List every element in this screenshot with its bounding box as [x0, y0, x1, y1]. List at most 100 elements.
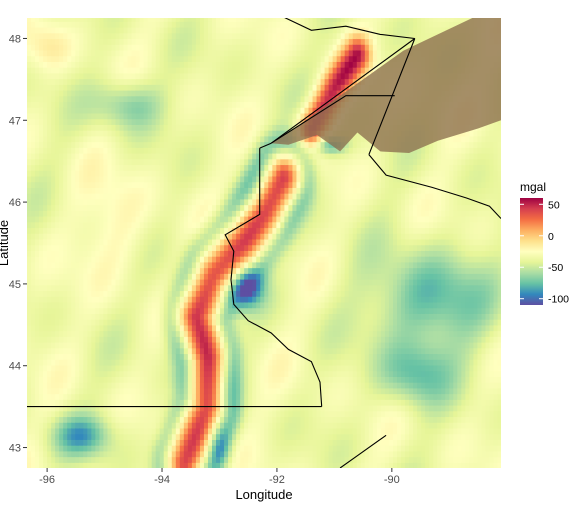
anomaly-cell	[252, 187, 257, 194]
anomaly-cell	[163, 210, 169, 217]
anomaly-cell	[71, 90, 76, 97]
anomaly-cell	[183, 141, 189, 148]
anomaly-cell	[111, 84, 117, 91]
anomaly-cell	[111, 204, 117, 211]
anomaly-cell	[135, 410, 141, 418]
anomaly-cell	[167, 273, 173, 280]
anomaly-cell	[83, 90, 88, 97]
anomaly-cell	[71, 450, 76, 458]
anomaly-cell	[264, 347, 269, 355]
anomaly-cell	[187, 55, 193, 62]
anomaly-cell	[236, 307, 241, 314]
anomaly-cell	[119, 187, 125, 194]
anomaly-cell	[67, 27, 72, 34]
anomaly-cell	[195, 261, 201, 269]
anomaly-cell	[207, 198, 213, 206]
anomaly-cell	[127, 216, 133, 223]
anomaly-cell	[143, 370, 149, 377]
anomaly-cell	[127, 250, 133, 257]
anomaly-cell	[43, 244, 48, 251]
anomaly-cell	[139, 450, 145, 458]
anomaly-cell	[159, 290, 165, 297]
anomaly-cell	[87, 296, 92, 303]
anomaly-cell	[260, 433, 265, 440]
anomaly-cell	[203, 307, 209, 314]
anomaly-cell	[167, 290, 173, 297]
anomaly-cell	[159, 410, 165, 418]
anomaly-cell	[268, 130, 273, 137]
anomaly-cell	[212, 49, 217, 57]
anomaly-cell	[31, 273, 36, 280]
anomaly-cell	[135, 141, 141, 148]
anomaly-cell	[47, 124, 52, 131]
anomaly-cell	[59, 210, 64, 217]
anomaly-cell	[272, 153, 277, 160]
anomaly-cell	[163, 130, 169, 137]
anomaly-cell	[256, 238, 261, 246]
anomaly-cell	[55, 353, 60, 360]
anomaly-cell	[232, 101, 237, 108]
anomaly-cell	[163, 204, 169, 211]
anomaly-cell	[236, 153, 241, 160]
anomaly-cell	[51, 261, 56, 269]
anomaly-cell	[59, 147, 64, 154]
anomaly-cell	[91, 353, 96, 360]
anomaly-cell	[51, 170, 56, 177]
anomaly-cell	[95, 124, 100, 131]
anomaly-cell	[111, 233, 117, 240]
anomaly-cell	[111, 296, 117, 303]
anomaly-cell	[216, 342, 221, 349]
anomaly-cell	[103, 347, 109, 355]
anomaly-cell	[195, 364, 201, 372]
anomaly-cell	[47, 393, 52, 400]
anomaly-cell	[256, 290, 261, 297]
anomaly-cell	[232, 319, 237, 326]
anomaly-cell	[159, 427, 165, 435]
anomaly-cell	[83, 364, 88, 372]
anomaly-cell	[55, 216, 60, 223]
anomaly-cell	[268, 347, 273, 355]
anomaly-cell	[216, 238, 221, 246]
anomaly-cell	[272, 319, 277, 326]
anomaly-cell	[127, 359, 133, 366]
anomaly-cell	[248, 347, 253, 355]
anomaly-cell	[43, 78, 48, 85]
anomaly-cell	[276, 450, 281, 458]
anomaly-cell	[35, 67, 40, 74]
anomaly-cell	[199, 439, 205, 446]
anomaly-cell	[228, 393, 233, 400]
anomaly-cell	[119, 130, 125, 137]
anomaly-cell	[63, 78, 68, 85]
anomaly-cell	[264, 101, 269, 108]
anomaly-cell	[51, 21, 56, 28]
anomaly-cell	[79, 422, 84, 429]
anomaly-cell	[75, 198, 80, 206]
anomaly-cell	[123, 256, 129, 263]
anomaly-cell	[127, 284, 133, 292]
anomaly-cell	[212, 158, 217, 166]
anomaly-cell	[31, 141, 36, 148]
anomaly-cell	[240, 72, 245, 80]
anomaly-cell	[151, 250, 157, 257]
anomaly-cell	[175, 290, 181, 297]
anomaly-cell	[95, 450, 100, 458]
anomaly-cell	[167, 187, 173, 194]
anomaly-cell	[187, 433, 193, 440]
anomaly-cell	[203, 210, 209, 217]
anomaly-cell	[207, 267, 213, 274]
anomaly-cell	[212, 198, 217, 206]
anomaly-cell	[75, 399, 80, 406]
anomaly-cell	[71, 204, 76, 211]
anomaly-cell	[139, 301, 145, 309]
anomaly-cell	[203, 336, 209, 343]
anomaly-cell	[167, 301, 173, 309]
anomaly-cell	[179, 324, 185, 332]
anomaly-cell	[167, 170, 173, 177]
anomaly-cell	[187, 410, 193, 418]
anomaly-cell	[71, 72, 76, 80]
anomaly-cell	[220, 319, 225, 326]
anomaly-cell	[272, 158, 277, 166]
anomaly-cell	[236, 216, 241, 223]
anomaly-cell	[179, 61, 185, 68]
anomaly-cell	[179, 347, 185, 355]
